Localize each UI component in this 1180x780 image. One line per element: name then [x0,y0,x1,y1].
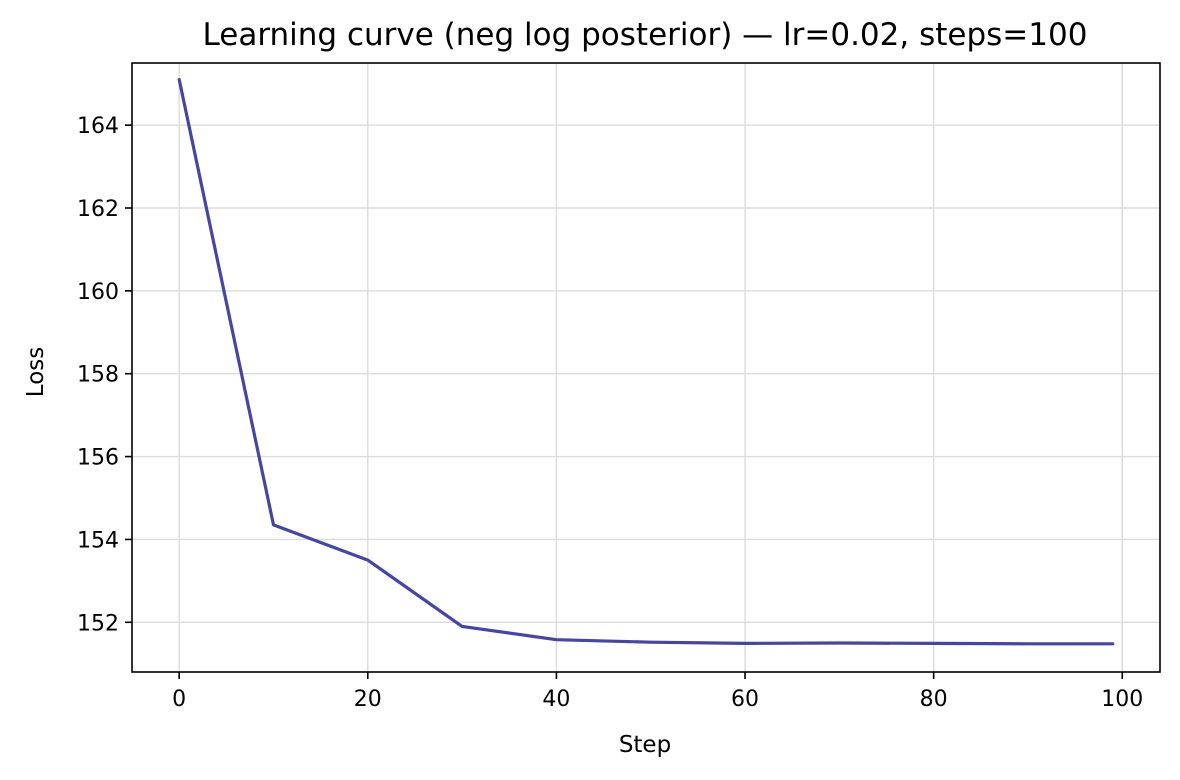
x-tick-label: 60 [731,687,759,712]
y-tick-label: 160 [77,280,119,305]
y-tick-label: 162 [77,197,119,222]
x-tick-label: 40 [542,687,570,712]
x-tick-label: 80 [920,687,948,712]
x-axis-label: Step [619,732,671,758]
y-axis: 152 154 156 158 160 162 164 [77,114,132,636]
y-tick-label: 158 [77,363,119,388]
x-axis: 0 20 40 60 80 100 [172,672,1143,712]
plot-frame [131,62,1161,673]
series-layer [177,77,1115,646]
x-tick-label: 0 [172,687,186,712]
chart-title: Learning curve (neg log posterior) — lr=… [203,17,1088,53]
loss-series-line [177,77,1115,646]
y-tick-label: 156 [77,446,119,471]
y-tick-label: 164 [77,114,119,139]
x-tick-label: 100 [1101,687,1143,712]
x-tick-label: 20 [354,687,382,712]
y-tick-label: 152 [77,611,119,636]
gridlines [132,63,1160,672]
y-tick-label: 154 [77,528,119,553]
y-axis-label: Loss [23,347,49,397]
